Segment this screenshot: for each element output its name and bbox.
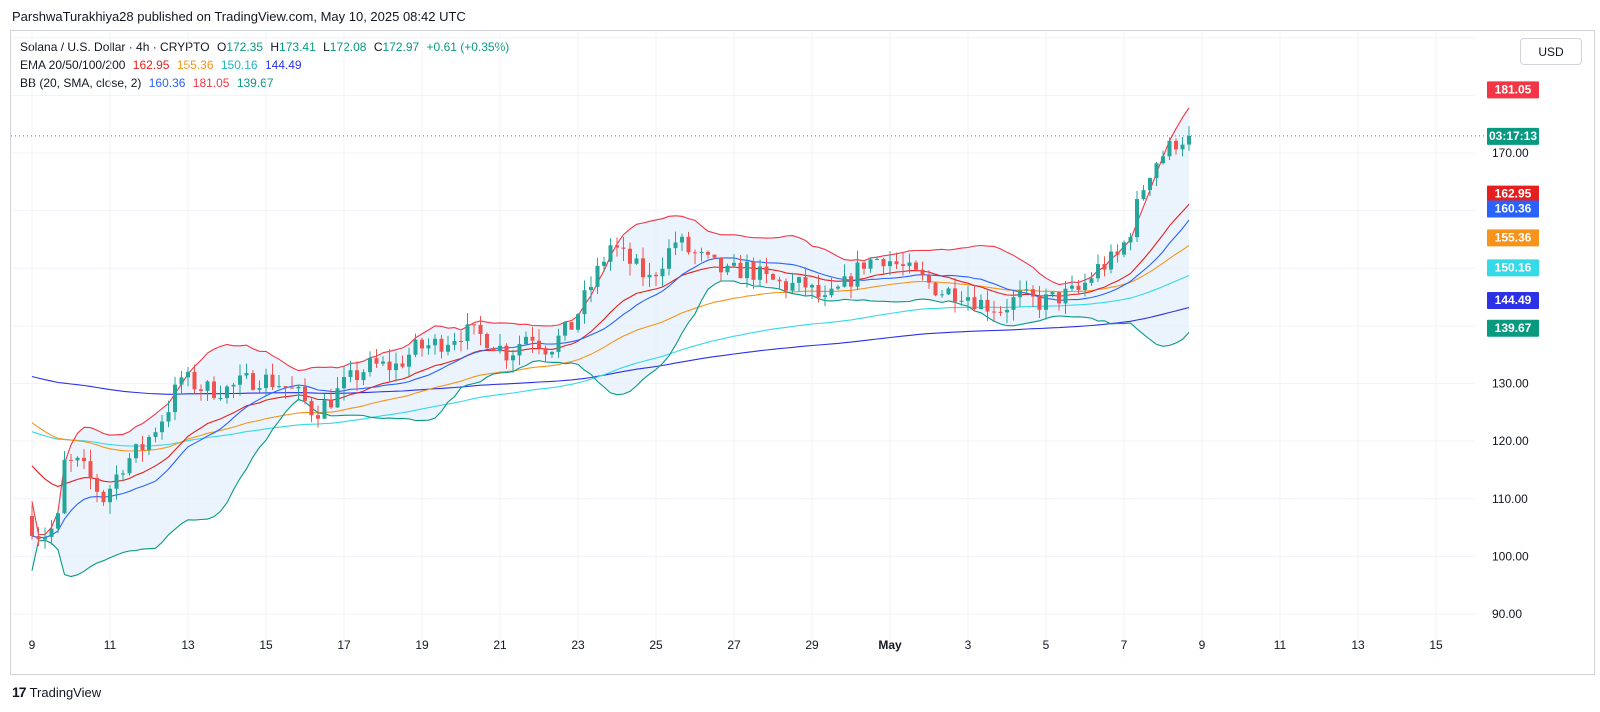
ohlc-high: H173.41 — [270, 40, 316, 54]
ema50-value: 155.36 — [176, 58, 214, 72]
bb-low-value: 139.67 — [236, 76, 274, 90]
tradingview-brand: TradingView — [29, 684, 102, 700]
ema100-value: 150.16 — [220, 58, 258, 72]
tradingview-footer[interactable]: 17 TradingView — [12, 684, 101, 700]
price-change: +0.61 (+0.35%) — [426, 40, 510, 54]
bb-legend: BB (20, SMA, close, 2) 160.36 181.05 139… — [20, 76, 278, 90]
bb-label: BB (20, SMA, close, 2) — [20, 76, 142, 90]
ema20-value: 162.95 — [132, 58, 170, 72]
ema-label: EMA 20/50/100/200 — [20, 58, 126, 72]
ohlc-close: C172.97 — [373, 40, 420, 54]
ema200-value: 144.49 — [264, 58, 302, 72]
publisher-line: ParshwaTurakhiya28 published on TradingV… — [12, 9, 466, 24]
ohlc-open: O172.35 — [216, 40, 264, 54]
symbol-label: Solana / U.S. Dollar · 4h · CRYPTO — [20, 40, 210, 54]
chart-frame — [10, 30, 1595, 675]
bb-up-value: 181.05 — [192, 76, 230, 90]
ema-legend: EMA 20/50/100/200 162.95 155.36 150.16 1… — [20, 58, 306, 72]
bb-mid-value: 160.36 — [148, 76, 186, 90]
currency-button[interactable]: USD — [1520, 38, 1582, 65]
tradingview-logo-icon: 17 — [12, 684, 27, 700]
symbol-legend: Solana / U.S. Dollar · 4h · CRYPTO O172.… — [20, 40, 513, 54]
ohlc-low: L172.08 — [323, 40, 367, 54]
